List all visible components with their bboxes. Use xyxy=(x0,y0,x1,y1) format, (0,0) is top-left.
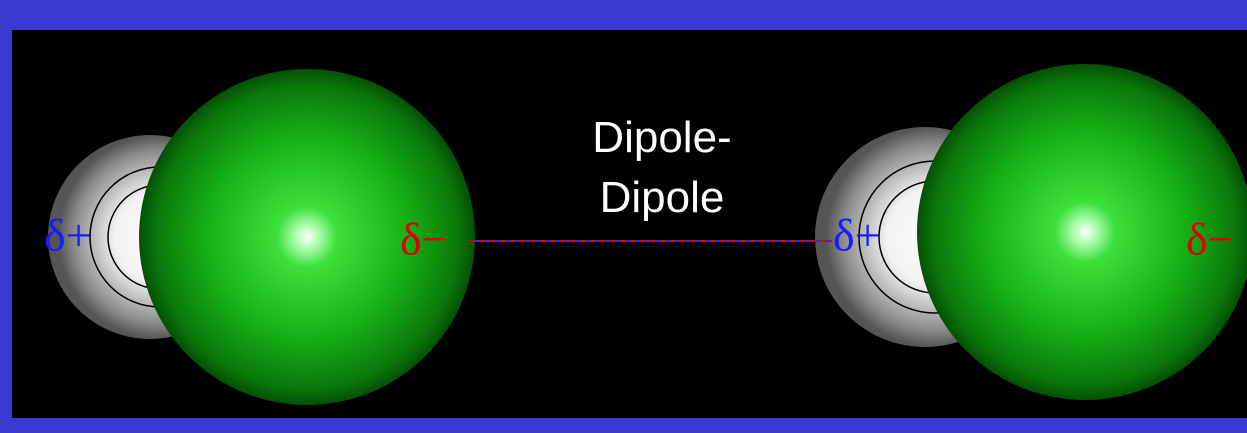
partial-negative: δ− xyxy=(400,214,448,265)
chlorine-atom xyxy=(139,69,475,405)
partial-positive: δ+ xyxy=(44,210,92,261)
chlorine-atom xyxy=(917,64,1247,400)
caption-line: Dipole xyxy=(600,173,725,222)
caption-line: Dipole- xyxy=(592,113,731,162)
partial-negative: δ− xyxy=(1186,214,1234,265)
partial-positive: δ+ xyxy=(833,210,881,261)
